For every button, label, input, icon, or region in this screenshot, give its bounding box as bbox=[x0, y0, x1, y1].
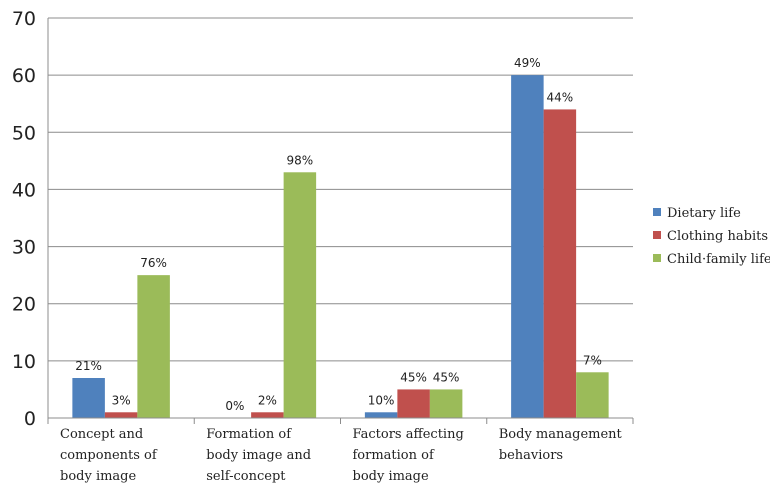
y-tick-label: 70 bbox=[12, 8, 36, 30]
legend-swatch bbox=[653, 254, 661, 262]
bar bbox=[576, 372, 609, 418]
data-label: 0% bbox=[225, 399, 244, 413]
data-labels: 21% 3% 76% 0% 2% 98% 10% 45% 45% 49% 44% 7% bbox=[75, 56, 602, 413]
y-axis: 0 10 20 30 40 50 60 70 bbox=[12, 8, 49, 430]
y-tick-label: 40 bbox=[12, 179, 36, 201]
bar bbox=[251, 412, 284, 418]
data-label: 49% bbox=[514, 56, 541, 70]
data-label: 44% bbox=[547, 90, 574, 104]
legend-swatch bbox=[653, 231, 661, 239]
bars bbox=[72, 75, 609, 419]
y-tick-label: 20 bbox=[12, 294, 36, 316]
y-tick-label: 60 bbox=[12, 65, 36, 87]
legend-label: Clothing habits bbox=[667, 229, 768, 244]
legend-label: Dietary life bbox=[667, 206, 741, 221]
bar bbox=[397, 389, 430, 418]
data-label: 76% bbox=[140, 256, 167, 270]
y-tick-label: 30 bbox=[12, 237, 36, 259]
bar bbox=[543, 109, 577, 418]
data-label: 10% bbox=[368, 393, 395, 407]
bar bbox=[283, 172, 317, 418]
x-category-label: Formation of body image and self-concept bbox=[206, 427, 311, 484]
data-label: 45% bbox=[433, 370, 460, 384]
legend: Dietary life Clothing habits Child·family … bbox=[653, 206, 770, 267]
x-category-label: Body management behaviors bbox=[499, 427, 623, 463]
x-category-label: Factors affecting formation of body image bbox=[353, 427, 464, 484]
data-label: 7% bbox=[583, 353, 602, 367]
bar bbox=[72, 378, 105, 418]
bar bbox=[511, 75, 544, 419]
legend-label: Child·family life bbox=[667, 252, 770, 267]
y-tick-label: 0 bbox=[24, 408, 36, 430]
data-label: 3% bbox=[112, 393, 131, 407]
y-tick-label: 10 bbox=[12, 351, 36, 373]
data-label: 45% bbox=[400, 370, 427, 384]
bar bbox=[364, 412, 398, 418]
bar bbox=[429, 389, 463, 418]
legend-swatch bbox=[653, 208, 661, 216]
bar bbox=[104, 412, 138, 418]
data-label: 98% bbox=[287, 153, 314, 167]
data-label: 21% bbox=[75, 359, 102, 373]
x-axis: Concept and components of body image Format… bbox=[47, 417, 634, 484]
bar bbox=[137, 275, 170, 418]
y-tick-label: 50 bbox=[12, 122, 36, 144]
data-label: 2% bbox=[258, 393, 277, 407]
x-category-label: Concept and components of body image bbox=[60, 427, 158, 484]
